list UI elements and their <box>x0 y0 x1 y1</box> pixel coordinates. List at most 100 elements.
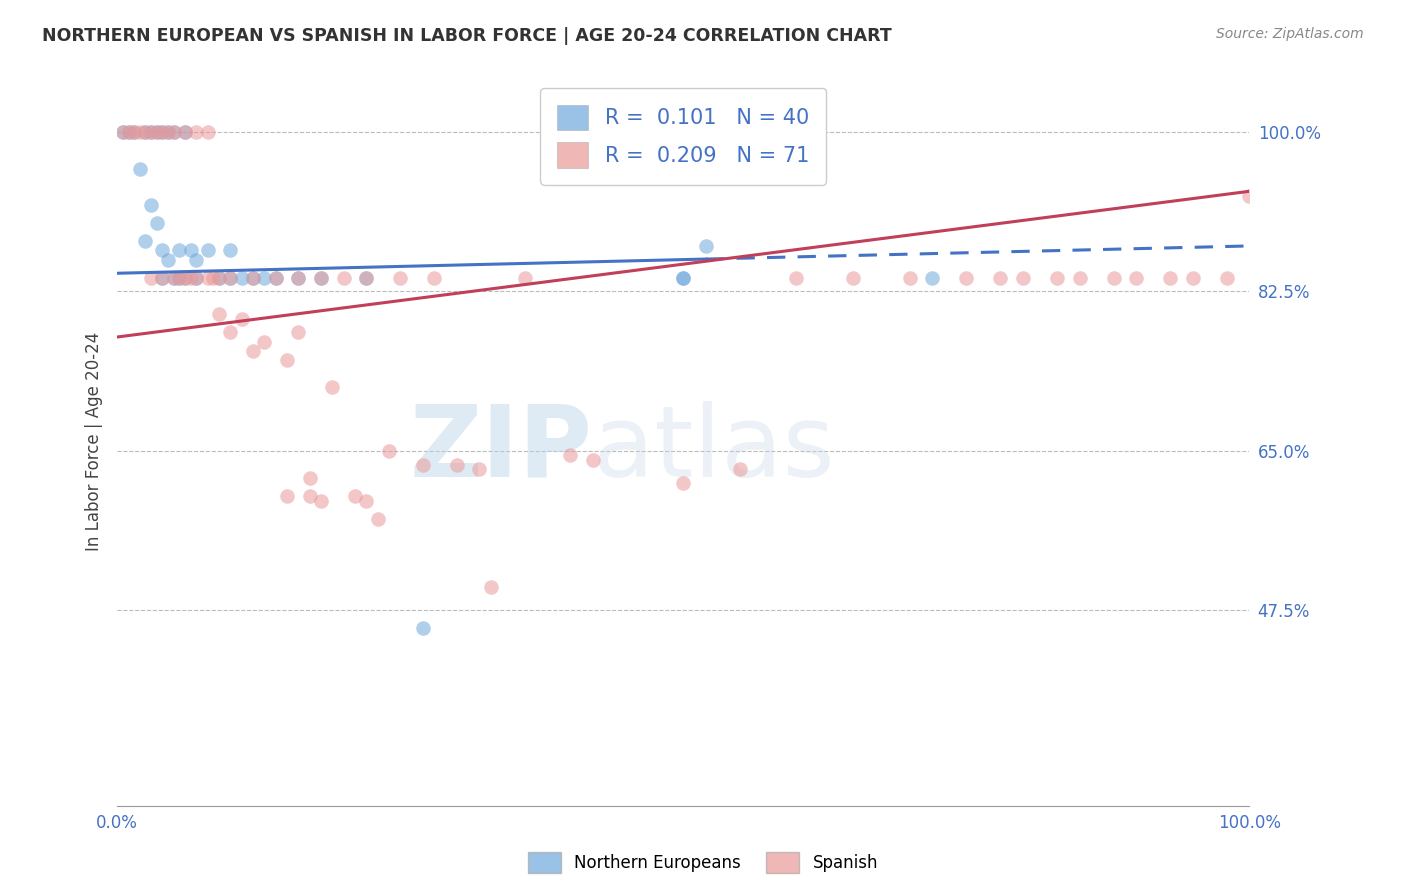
Point <box>1012 270 1035 285</box>
Point <box>955 270 977 285</box>
Point <box>174 125 197 139</box>
Point <box>152 125 174 139</box>
Point <box>157 125 180 139</box>
Point <box>134 125 156 139</box>
Point <box>695 239 717 253</box>
Point <box>389 270 412 285</box>
Point <box>202 270 225 285</box>
Point <box>1181 270 1204 285</box>
Point <box>174 125 197 139</box>
Point <box>134 235 156 249</box>
Y-axis label: In Labor Force | Age 20-24: In Labor Force | Age 20-24 <box>86 332 103 551</box>
Point <box>479 581 502 595</box>
Point <box>276 490 298 504</box>
Point <box>1046 270 1069 285</box>
Point <box>122 125 145 139</box>
Point <box>309 270 332 285</box>
Point <box>152 270 174 285</box>
Point <box>208 270 231 285</box>
Point <box>146 216 169 230</box>
Point <box>174 270 197 285</box>
Point <box>672 270 695 285</box>
Point <box>287 270 309 285</box>
Point <box>163 125 186 139</box>
Point <box>219 244 242 258</box>
Point <box>197 270 219 285</box>
Point <box>111 125 134 139</box>
Point <box>785 270 807 285</box>
Point <box>446 458 468 472</box>
Legend: Northern Europeans, Spanish: Northern Europeans, Spanish <box>522 846 884 880</box>
Point <box>298 490 321 504</box>
Point <box>264 270 287 285</box>
Point <box>253 270 276 285</box>
Point <box>152 125 174 139</box>
Point <box>309 270 332 285</box>
Text: ZIP: ZIP <box>409 401 593 498</box>
Point <box>321 380 343 394</box>
Point <box>276 352 298 367</box>
Point <box>378 443 401 458</box>
Point <box>242 270 264 285</box>
Point <box>1215 270 1237 285</box>
Point <box>1102 270 1125 285</box>
Point <box>169 270 191 285</box>
Point <box>1069 270 1091 285</box>
Point <box>332 270 354 285</box>
Point <box>356 270 378 285</box>
Point <box>219 326 242 340</box>
Point <box>122 125 145 139</box>
Point <box>163 125 186 139</box>
Point <box>152 270 174 285</box>
Text: atlas: atlas <box>593 401 834 498</box>
Point <box>174 270 197 285</box>
Point <box>728 462 751 476</box>
Point <box>298 471 321 485</box>
Legend: R =  0.101   N = 40, R =  0.209   N = 71: R = 0.101 N = 40, R = 0.209 N = 71 <box>540 87 827 185</box>
Point <box>423 270 446 285</box>
Point <box>157 252 180 267</box>
Point <box>180 244 202 258</box>
Text: NORTHERN EUROPEAN VS SPANISH IN LABOR FORCE | AGE 20-24 CORRELATION CHART: NORTHERN EUROPEAN VS SPANISH IN LABOR FO… <box>42 27 891 45</box>
Point <box>117 125 139 139</box>
Point <box>343 490 366 504</box>
Point <box>186 270 208 285</box>
Point <box>219 270 242 285</box>
Point <box>367 512 389 526</box>
Point <box>152 244 174 258</box>
Point <box>1239 189 1261 203</box>
Point <box>141 270 163 285</box>
Point <box>186 252 208 267</box>
Point <box>513 270 536 285</box>
Point <box>197 125 219 139</box>
Point <box>242 270 264 285</box>
Point <box>163 270 186 285</box>
Point <box>146 125 169 139</box>
Point <box>1159 270 1181 285</box>
Point <box>582 453 605 467</box>
Point <box>287 270 309 285</box>
Point <box>231 311 253 326</box>
Point <box>117 125 139 139</box>
Point <box>988 270 1011 285</box>
Point <box>672 270 695 285</box>
Point <box>921 270 943 285</box>
Point <box>231 270 253 285</box>
Point <box>111 125 134 139</box>
Text: Source: ZipAtlas.com: Source: ZipAtlas.com <box>1216 27 1364 41</box>
Point <box>180 270 202 285</box>
Point <box>163 270 186 285</box>
Point <box>672 475 695 490</box>
Point <box>253 334 276 349</box>
Point <box>356 494 378 508</box>
Point <box>356 270 378 285</box>
Point <box>842 270 865 285</box>
Point <box>141 125 163 139</box>
Point <box>197 244 219 258</box>
Point <box>141 198 163 212</box>
Point <box>128 161 150 176</box>
Point <box>169 244 191 258</box>
Point <box>242 343 264 358</box>
Point <box>146 125 169 139</box>
Point <box>898 270 921 285</box>
